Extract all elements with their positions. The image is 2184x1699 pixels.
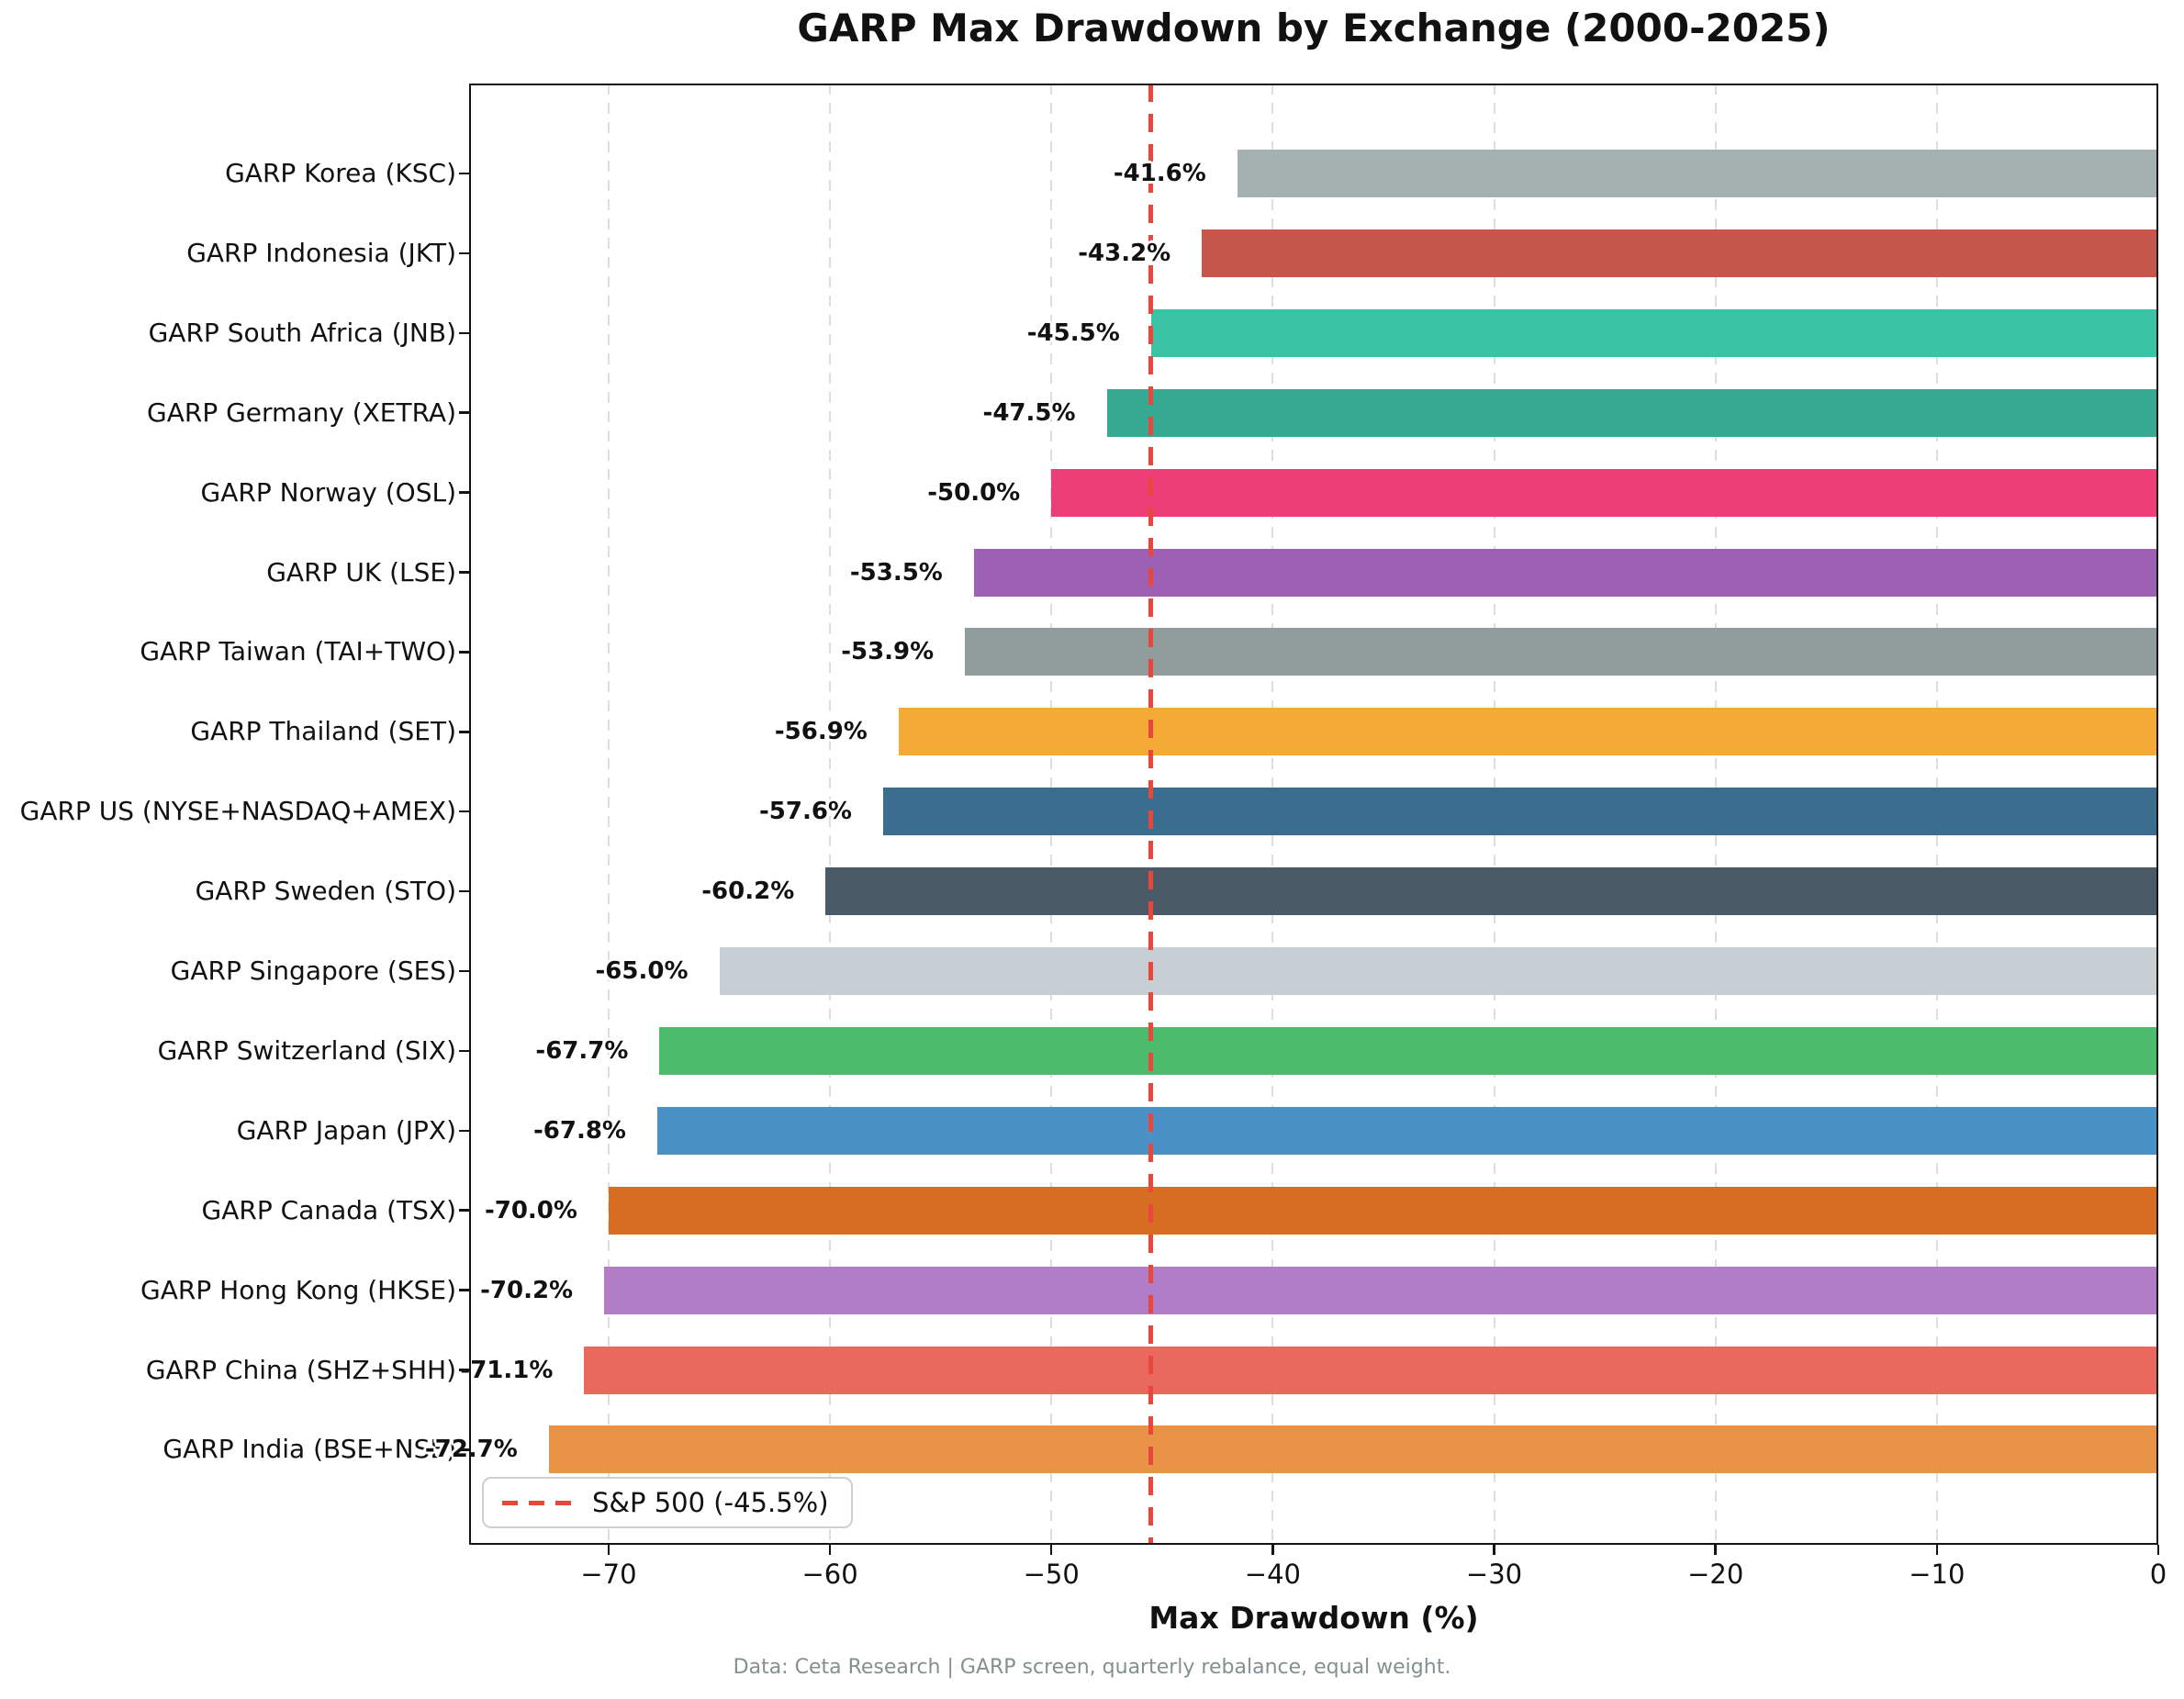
plot-area: -41.6% -43.2% -45.5% -47.5% -50.0% -53.5% -53.…: [425, 84, 2158, 1545]
value-label: -67.7%: [535, 1036, 629, 1065]
category-label: GARP Sweden (STO): [195, 876, 456, 907]
y-tick-mark: [459, 651, 469, 654]
category-label: GARP Singapore (SES): [170, 956, 456, 986]
y-tick-mark: [459, 251, 469, 255]
bar-garp-china-shz-shh: [584, 1346, 2158, 1394]
value-label: -70.2%: [480, 1276, 574, 1304]
chart-title: GARP Max Drawdown by Exchange (2000-2025…: [797, 6, 1831, 50]
value-label: -56.9%: [774, 718, 868, 746]
bar-garp-south-africa-jnb: [1150, 308, 2158, 357]
y-tick-mark: [459, 331, 469, 335]
x-tick-mark: [1049, 1545, 1053, 1555]
value-label: -71.1%: [460, 1356, 554, 1384]
gridline: [607, 84, 610, 1545]
x-tick-label: −30: [1465, 1559, 1523, 1590]
category-label: GARP UK (LSE): [266, 556, 456, 587]
x-tick-mark: [1271, 1545, 1274, 1555]
category-label: GARP Taiwan (TAI+TWO): [140, 636, 456, 667]
y-tick-mark: [459, 411, 469, 414]
sp500-reference-line: [1148, 84, 1154, 1545]
category-label: GARP China (SHZ+SHH): [145, 1354, 456, 1385]
y-tick-mark: [459, 491, 469, 494]
x-tick-label: 0: [2149, 1559, 2167, 1590]
bar-garp-uk-lse: [973, 548, 2158, 597]
y-tick-mark: [459, 1289, 469, 1291]
bar-garp-us-nyse-nasdaq-amex: [882, 788, 2158, 836]
category-label: GARP US (NYSE+NASDAQ+AMEX): [19, 796, 456, 827]
category-label: GARP Korea (KSC): [225, 158, 456, 188]
category-label: GARP Indonesia (JKT): [186, 237, 456, 268]
category-label: GARP Japan (JPX): [236, 1114, 456, 1146]
y-tick-mark: [459, 1129, 469, 1133]
y-tick-mark: [459, 889, 469, 893]
bar-garp-korea-ksc: [1237, 150, 2158, 197]
category-label: GARP Norway (OSL): [200, 476, 456, 508]
bar-garp-switzerland-six: [659, 1026, 2158, 1075]
x-tick-label: −50: [1023, 1559, 1080, 1590]
x-axis-label: Max Drawdown (%): [1148, 1600, 1479, 1636]
bar-garp-indonesia-jkt: [1202, 229, 2158, 277]
value-label: -50.0%: [927, 478, 1021, 507]
bar-garp-norway-osl: [1051, 468, 2158, 517]
x-tick-mark: [1493, 1545, 1495, 1555]
value-label: -65.0%: [595, 957, 689, 985]
bar-garp-taiwan-tai-two: [965, 628, 2158, 676]
y-tick-mark: [459, 571, 469, 574]
x-tick-mark: [2156, 1545, 2160, 1555]
value-label: -47.5%: [982, 398, 1076, 427]
bar-garp-japan-jpx: [656, 1106, 2158, 1155]
x-tick-mark: [607, 1545, 610, 1555]
bar-garp-germany-xetra: [1106, 388, 2158, 437]
value-label: -53.9%: [841, 638, 935, 666]
category-label: GARP Canada (TSX): [201, 1194, 456, 1225]
y-tick-mark: [459, 1448, 469, 1451]
value-label: -67.8%: [532, 1116, 626, 1145]
y-tick-mark: [459, 731, 469, 733]
value-label: -53.5%: [849, 558, 943, 587]
legend: S&P 500 (-45.5%): [482, 1477, 853, 1528]
bar-garp-thailand-set: [898, 708, 2158, 756]
category-label: GARP India (BSE+NSE): [162, 1434, 456, 1465]
x-tick-label: −70: [580, 1559, 637, 1590]
legend-label: S&P 500 (-45.5%): [592, 1487, 829, 1518]
y-tick-mark: [459, 969, 469, 973]
bar-garp-singapore-ses: [719, 947, 2158, 995]
value-label: -70.0%: [484, 1196, 577, 1224]
x-tick-label: −40: [1244, 1559, 1301, 1590]
value-label: -60.2%: [701, 877, 795, 906]
x-tick-mark: [1714, 1545, 1717, 1555]
y-tick-mark: [459, 810, 469, 813]
y-tick-mark: [459, 1369, 469, 1371]
bar-garp-canada-tsx: [608, 1186, 2158, 1235]
y-tick-mark: [459, 1209, 469, 1212]
value-label: -43.2%: [1078, 239, 1171, 267]
value-label: -41.6%: [1113, 160, 1206, 187]
category-label: GARP Thailand (SET): [190, 716, 456, 747]
x-tick-label: −20: [1687, 1559, 1744, 1590]
value-label: -57.6%: [758, 798, 852, 826]
y-tick-mark: [459, 1049, 469, 1053]
bar-garp-india-bse-nse: [548, 1425, 2158, 1474]
x-tick-label: −10: [1909, 1559, 1966, 1590]
category-label: GARP Switzerland (SIX): [157, 1034, 456, 1066]
bar-garp-hong-kong-hkse: [604, 1266, 2158, 1314]
bar-garp-sweden-sto: [825, 867, 2158, 916]
category-label: GARP Germany (XETRA): [147, 397, 456, 428]
footer-note: Data: Ceta Research | GARP screen, quart…: [733, 1656, 1451, 1679]
y-tick-mark: [459, 172, 469, 175]
category-label: GARP South Africa (JNB): [148, 317, 456, 348]
value-label: -72.7%: [424, 1436, 518, 1464]
x-tick-mark: [828, 1545, 832, 1555]
category-label: GARP Hong Kong (HKSE): [140, 1274, 456, 1305]
value-label: -45.5%: [1026, 319, 1120, 347]
x-tick-label: −60: [801, 1559, 858, 1590]
gridline: [829, 84, 832, 1545]
legend-dashed-line-sample: [502, 1500, 572, 1505]
x-tick-mark: [1935, 1545, 1939, 1555]
